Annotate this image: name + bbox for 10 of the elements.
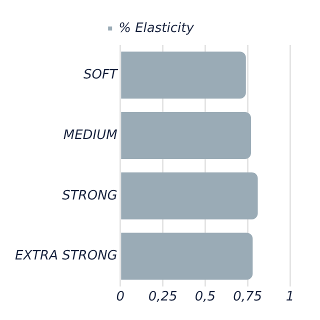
x-tick-label: 0,25 — [148, 290, 178, 305]
legend-label: % Elasticity — [118, 20, 194, 36]
x-tick-label: 0,5 — [194, 290, 216, 305]
y-tick-label: STRONG — [62, 188, 118, 204]
x-tick-label: 1 — [286, 290, 294, 305]
y-tick-label: EXTRA STRONG — [15, 248, 118, 264]
x-tick-label: 0 — [116, 290, 125, 305]
x-tick-label: 0,75 — [233, 290, 262, 305]
y-tick-label: MEDIUM — [63, 128, 118, 143]
y-tick-label: SOFT — [83, 68, 118, 83]
